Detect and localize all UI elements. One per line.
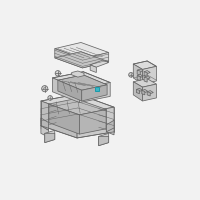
Polygon shape [41, 101, 77, 138]
Polygon shape [55, 49, 82, 68]
Polygon shape [133, 64, 143, 84]
FancyBboxPatch shape [95, 87, 99, 91]
Polygon shape [58, 75, 107, 90]
Polygon shape [99, 136, 109, 146]
Polygon shape [49, 99, 106, 115]
Circle shape [44, 88, 46, 90]
Polygon shape [52, 72, 110, 89]
Polygon shape [142, 89, 148, 93]
Polygon shape [143, 66, 156, 84]
Polygon shape [49, 104, 79, 134]
Polygon shape [41, 118, 49, 130]
Polygon shape [137, 70, 140, 75]
Circle shape [55, 71, 61, 76]
Polygon shape [45, 130, 55, 143]
Polygon shape [144, 76, 150, 79]
Polygon shape [77, 107, 114, 138]
Polygon shape [137, 69, 143, 72]
Polygon shape [142, 91, 145, 95]
Circle shape [129, 73, 133, 77]
Polygon shape [82, 52, 109, 68]
Polygon shape [144, 71, 150, 74]
Polygon shape [137, 74, 143, 78]
Polygon shape [136, 88, 143, 91]
Polygon shape [133, 82, 143, 101]
Polygon shape [133, 79, 156, 87]
Polygon shape [41, 126, 49, 137]
Polygon shape [72, 71, 84, 77]
Polygon shape [45, 133, 55, 143]
Polygon shape [106, 120, 114, 132]
Polygon shape [90, 65, 96, 73]
Circle shape [42, 86, 48, 92]
Polygon shape [144, 77, 147, 82]
Circle shape [48, 96, 52, 100]
Polygon shape [133, 61, 156, 69]
Polygon shape [41, 94, 114, 114]
Polygon shape [136, 89, 139, 94]
Polygon shape [144, 72, 147, 77]
Polygon shape [82, 85, 107, 101]
Polygon shape [55, 52, 109, 68]
Polygon shape [147, 91, 153, 94]
Polygon shape [90, 60, 109, 67]
Polygon shape [52, 78, 79, 103]
Polygon shape [137, 76, 140, 81]
Polygon shape [55, 42, 109, 59]
Polygon shape [79, 83, 110, 103]
Polygon shape [143, 84, 156, 101]
Polygon shape [106, 125, 114, 135]
Polygon shape [99, 133, 109, 146]
Polygon shape [79, 109, 106, 134]
Polygon shape [58, 80, 82, 101]
Polygon shape [147, 92, 150, 96]
